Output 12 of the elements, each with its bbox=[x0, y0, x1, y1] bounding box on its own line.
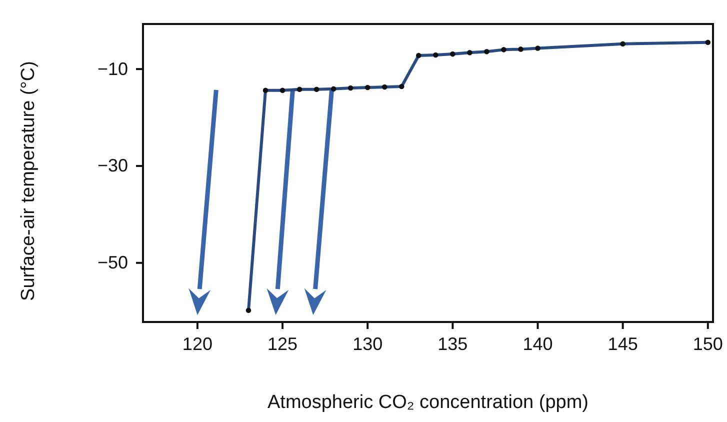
x-tick-label: 125 bbox=[268, 334, 298, 354]
x-tick-label: 120 bbox=[182, 334, 212, 354]
x-tick-label: 130 bbox=[352, 334, 383, 354]
y-tick-label: −50 bbox=[97, 252, 128, 273]
x-tick-label: 150 bbox=[692, 334, 723, 354]
x-axis-title: Atmospheric CO₂ concentration (ppm) bbox=[268, 392, 588, 413]
x-tick-label: 145 bbox=[608, 334, 638, 354]
y-axis-title: Surface-air temperature (°C) bbox=[18, 61, 39, 301]
x-tick-label: 140 bbox=[522, 334, 553, 354]
y-tick-label: −10 bbox=[97, 58, 128, 79]
x-tick-label: 135 bbox=[438, 334, 468, 354]
y-tick-label: −30 bbox=[97, 156, 128, 176]
